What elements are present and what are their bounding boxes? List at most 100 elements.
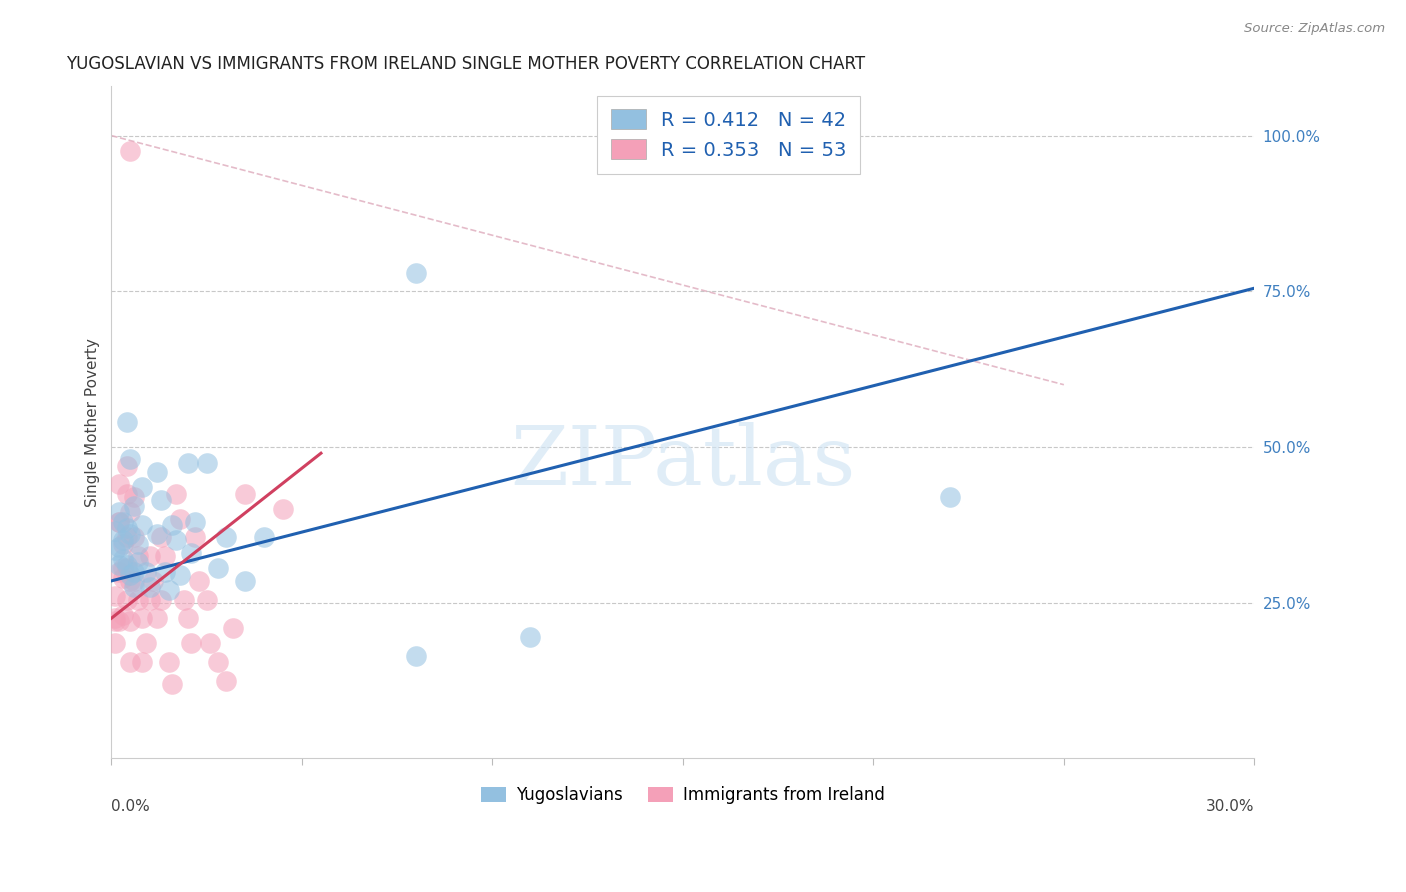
Text: 30.0%: 30.0% (1206, 798, 1254, 814)
Text: YUGOSLAVIAN VS IMMIGRANTS FROM IRELAND SINGLE MOTHER POVERTY CORRELATION CHART: YUGOSLAVIAN VS IMMIGRANTS FROM IRELAND S… (66, 55, 865, 73)
Point (111, 536, 134, 550)
Point (184, 515, 207, 529)
Point (184, 530, 207, 544)
Point (108, 615, 131, 629)
Point (233, 574, 256, 588)
Point (131, 480, 153, 494)
Point (120, 574, 142, 588)
Point (127, 592, 149, 607)
Point (146, 611, 169, 625)
Point (162, 517, 184, 532)
Text: Source: ZipAtlas.com: Source: ZipAtlas.com (1244, 22, 1385, 36)
Point (104, 611, 127, 625)
Point (122, 499, 145, 513)
Point (142, 574, 165, 588)
Point (115, 530, 138, 544)
Point (111, 608, 134, 623)
Point (120, 505, 142, 519)
Point (131, 517, 153, 532)
Point (146, 527, 169, 541)
Point (188, 574, 211, 588)
Point (138, 592, 160, 607)
Point (162, 676, 184, 690)
Point (222, 621, 245, 635)
Point (519, 630, 541, 644)
Point (215, 530, 238, 544)
Point (135, 565, 157, 579)
Point (149, 530, 172, 544)
Point (120, 452, 142, 467)
Point (115, 486, 138, 500)
Point (180, 546, 202, 560)
Point (173, 592, 195, 607)
Point (153, 549, 176, 563)
Point (115, 458, 138, 473)
Point (115, 592, 138, 607)
Point (108, 477, 131, 491)
Point (200, 636, 222, 650)
Point (215, 673, 238, 688)
Point (120, 567, 142, 582)
Point (104, 615, 127, 629)
Point (195, 592, 218, 607)
Point (149, 592, 172, 607)
Point (115, 561, 138, 575)
Point (111, 552, 134, 566)
Point (180, 636, 202, 650)
Text: ZIPatlas: ZIPatlas (510, 423, 856, 502)
Point (195, 456, 218, 470)
Point (149, 492, 172, 507)
Point (233, 486, 256, 500)
Point (111, 571, 134, 585)
Point (405, 648, 427, 663)
Point (153, 565, 176, 579)
Point (157, 583, 180, 598)
Point (138, 580, 160, 594)
Point (120, 615, 142, 629)
Point (108, 505, 131, 519)
Point (108, 565, 131, 579)
Point (122, 530, 145, 544)
Point (108, 515, 131, 529)
Point (176, 611, 198, 625)
Point (135, 636, 157, 650)
Point (138, 549, 160, 563)
Text: 0.0%: 0.0% (111, 798, 150, 814)
Point (115, 521, 138, 535)
Point (104, 524, 127, 538)
Point (127, 549, 149, 563)
Point (207, 561, 229, 575)
Legend: Yugoslavians, Immigrants from Ireland: Yugoslavians, Immigrants from Ireland (474, 780, 891, 811)
Point (169, 511, 191, 525)
Point (111, 533, 134, 548)
Point (122, 565, 145, 579)
Point (120, 655, 142, 669)
Point (122, 490, 145, 504)
Point (176, 456, 198, 470)
Point (115, 415, 138, 429)
Point (169, 567, 191, 582)
Point (165, 533, 187, 548)
Point (127, 555, 149, 569)
Point (938, 490, 960, 504)
Y-axis label: Single Mother Poverty: Single Mother Poverty (86, 338, 100, 507)
Point (104, 636, 127, 650)
Point (104, 542, 127, 557)
Point (111, 515, 134, 529)
Point (115, 558, 138, 573)
Point (108, 515, 131, 529)
Point (253, 530, 276, 544)
Point (120, 527, 142, 541)
Point (127, 536, 149, 550)
Point (157, 655, 180, 669)
Point (120, 144, 142, 158)
Point (271, 502, 294, 516)
Point (207, 655, 229, 669)
Point (108, 540, 131, 554)
Point (131, 611, 153, 625)
Point (111, 561, 134, 575)
Point (165, 486, 187, 500)
Point (108, 558, 131, 573)
Point (122, 574, 145, 588)
Point (104, 590, 127, 604)
